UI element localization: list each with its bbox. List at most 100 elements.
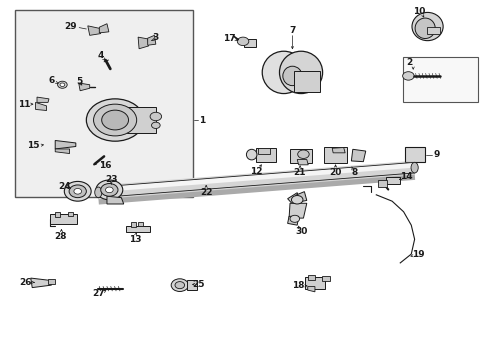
Circle shape <box>289 215 299 222</box>
Polygon shape <box>37 97 49 102</box>
Text: 13: 13 <box>129 235 141 244</box>
Polygon shape <box>287 216 298 225</box>
Circle shape <box>150 112 161 121</box>
Circle shape <box>237 37 248 46</box>
Polygon shape <box>295 192 306 202</box>
Bar <box>324 147 346 162</box>
Text: 22: 22 <box>200 188 212 197</box>
Bar <box>321 276 329 282</box>
Text: 27: 27 <box>92 289 105 298</box>
Text: 18: 18 <box>291 281 304 290</box>
Circle shape <box>60 83 64 86</box>
Bar <box>426 27 439 34</box>
Bar <box>293 71 319 92</box>
Text: 8: 8 <box>351 168 357 177</box>
Circle shape <box>175 282 184 289</box>
Ellipse shape <box>95 187 102 198</box>
Polygon shape <box>55 149 69 153</box>
Circle shape <box>291 195 303 204</box>
Text: 26: 26 <box>19 278 31 287</box>
Text: 1: 1 <box>199 116 205 125</box>
Bar <box>16 10 192 197</box>
Bar <box>68 212 73 216</box>
Text: 17: 17 <box>223 34 235 43</box>
Text: 5: 5 <box>76 77 82 86</box>
Text: 25: 25 <box>192 280 205 289</box>
Circle shape <box>151 122 160 129</box>
Polygon shape <box>307 287 314 292</box>
Circle shape <box>86 99 143 141</box>
Text: 24: 24 <box>59 182 71 191</box>
Polygon shape <box>88 26 101 35</box>
Ellipse shape <box>246 149 256 160</box>
Polygon shape <box>48 279 55 284</box>
Circle shape <box>105 187 113 193</box>
Circle shape <box>102 110 128 130</box>
Bar <box>127 107 156 133</box>
Circle shape <box>58 81 67 88</box>
Bar <box>256 148 275 162</box>
Bar <box>404 147 424 162</box>
Circle shape <box>74 189 81 194</box>
Text: 20: 20 <box>329 168 341 177</box>
Polygon shape <box>288 203 306 218</box>
Polygon shape <box>99 24 109 33</box>
Ellipse shape <box>262 51 305 94</box>
Circle shape <box>93 104 137 136</box>
Text: 6: 6 <box>49 76 55 85</box>
Ellipse shape <box>279 51 322 94</box>
Polygon shape <box>147 35 156 45</box>
Text: 7: 7 <box>288 26 295 35</box>
Text: 19: 19 <box>411 250 424 259</box>
Bar <box>377 180 386 188</box>
Circle shape <box>297 150 308 158</box>
Text: 16: 16 <box>99 161 112 170</box>
Bar <box>307 275 315 280</box>
Text: 12: 12 <box>250 167 262 176</box>
Polygon shape <box>55 140 76 149</box>
Polygon shape <box>351 149 365 162</box>
Text: 9: 9 <box>432 150 439 159</box>
Text: 23: 23 <box>105 175 117 184</box>
Bar <box>386 177 399 184</box>
Ellipse shape <box>414 18 434 39</box>
Bar <box>257 148 269 154</box>
Bar <box>126 225 150 232</box>
Bar <box>55 212 61 217</box>
Circle shape <box>69 185 86 198</box>
Text: 4: 4 <box>97 51 104 60</box>
Bar <box>50 214 77 224</box>
Text: 30: 30 <box>295 227 307 236</box>
Text: 2: 2 <box>406 58 412 67</box>
Polygon shape <box>107 196 123 204</box>
Bar <box>304 277 325 289</box>
Bar <box>138 222 142 226</box>
Text: 29: 29 <box>64 22 77 31</box>
Circle shape <box>96 180 122 200</box>
Text: 15: 15 <box>27 141 40 150</box>
Bar <box>402 57 477 102</box>
Bar <box>290 149 311 163</box>
Text: 14: 14 <box>399 172 412 181</box>
Text: 28: 28 <box>54 232 66 241</box>
Polygon shape <box>138 37 148 49</box>
Circle shape <box>64 181 91 201</box>
Bar <box>244 39 256 47</box>
Polygon shape <box>31 278 51 288</box>
Polygon shape <box>36 102 46 111</box>
Polygon shape <box>287 193 299 204</box>
Circle shape <box>101 184 118 196</box>
Circle shape <box>171 279 188 292</box>
Text: 10: 10 <box>412 7 425 16</box>
Bar <box>131 222 136 226</box>
Text: 3: 3 <box>152 33 159 42</box>
Polygon shape <box>297 159 307 165</box>
Bar <box>186 280 197 290</box>
Text: 11: 11 <box>18 100 30 109</box>
Polygon shape <box>79 83 89 91</box>
Ellipse shape <box>410 162 417 173</box>
Ellipse shape <box>282 66 302 86</box>
Polygon shape <box>331 148 345 153</box>
Text: 21: 21 <box>293 168 305 177</box>
Circle shape <box>402 72 413 80</box>
